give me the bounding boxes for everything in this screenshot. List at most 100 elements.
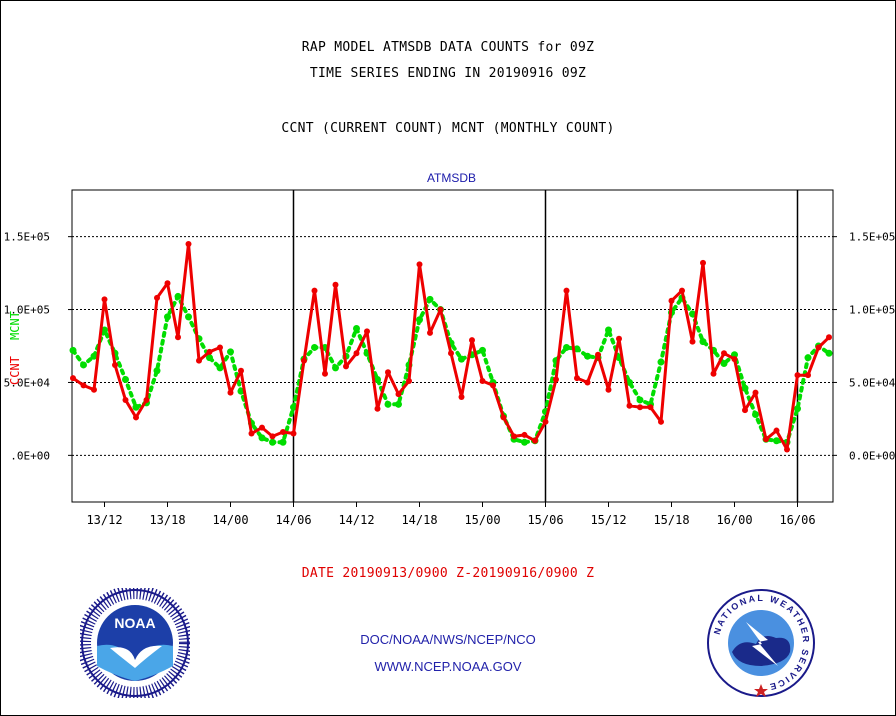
data-point-ccnt [406,377,412,384]
x-tick-label: 14/18 [401,513,437,527]
x-tick-label: 16/06 [779,513,815,527]
data-point-ccnt [143,396,150,403]
x-tick-label: 13/12 [86,513,122,527]
data-point-mcnt [699,338,707,346]
data-point-mcnt [521,438,528,446]
data-point-ccnt [679,287,685,294]
data-point-mcnt [384,400,392,408]
data-point-mcnt [563,343,570,351]
data-point-mcnt [132,403,140,411]
data-point-mcnt [258,434,266,442]
data-point-mcnt [426,295,434,303]
data-point-ccnt [616,335,622,342]
y-axis-label-ccnt: CCNT [8,356,22,385]
x-tick-label: 16/00 [716,513,752,527]
data-point-ccnt [217,344,223,351]
data-point-ccnt [448,350,454,357]
data-point-ccnt [689,338,696,345]
data-point-ccnt [164,280,171,287]
data-point-ccnt [322,370,328,377]
data-point-ccnt [647,404,654,411]
data-point-ccnt [70,375,76,382]
data-point-ccnt [710,370,717,377]
data-point-ccnt [154,294,160,301]
y-tick-label-right: 1.5E+05 [849,231,895,244]
data-point-mcnt [741,384,749,392]
data-point-ccnt [605,386,612,393]
data-point-mcnt [773,437,780,445]
data-point-mcnt [374,376,381,384]
data-point-ccnt [259,424,265,431]
data-point-mcnt [279,438,287,446]
data-point-ccnt [490,382,496,389]
data-point-ccnt [112,361,118,368]
x-tick-label: 15/06 [527,513,563,527]
data-point-ccnt [742,407,748,414]
x-tick-label: 13/18 [149,513,185,527]
data-point-mcnt [636,396,644,404]
data-point-mcnt [174,292,182,300]
data-point-ccnt [700,259,706,266]
data-point-mcnt [573,345,581,353]
data-point-ccnt [553,376,559,383]
data-point-mcnt [332,364,339,372]
y-tick-label-right: 0.0E+00 [849,449,895,462]
website-link[interactable]: WWW.NCEP.NOAA.GOV [374,659,522,674]
data-point-mcnt [311,343,318,351]
data-point-mcnt [90,352,98,360]
data-point-ccnt [395,391,402,398]
y-tick-label-left: 1.5E+05 [4,231,50,244]
data-point-ccnt [343,363,349,370]
noaa-logo: NOAA [80,588,190,698]
data-point-mcnt [605,326,612,334]
data-point-ccnt [133,414,139,421]
data-point-mcnt [185,313,192,321]
data-point-ccnt [427,329,433,336]
data-point-ccnt [752,389,759,396]
data-point-ccnt [721,350,727,357]
data-point-ccnt [574,375,580,382]
data-point-mcnt [206,354,213,362]
data-point-mcnt [416,316,423,324]
data-point-ccnt [469,337,475,344]
y-tick-label-left: 1.0E+05 [4,304,50,317]
data-point-ccnt [763,436,769,443]
y-tick-label-left: .0E+00 [10,449,50,462]
data-point-ccnt [794,372,801,379]
x-tick-label: 15/12 [590,513,626,527]
data-point-mcnt [458,355,465,363]
y-tick-label-right: 1.0E+05 [849,304,895,317]
data-point-mcnt [216,364,224,372]
data-point-ccnt [385,369,391,376]
data-point-ccnt [175,334,181,341]
data-point-ccnt [416,261,423,268]
data-point-ccnt [805,372,811,379]
data-point-ccnt [542,418,549,425]
data-point-ccnt [815,344,822,351]
data-point-mcnt [153,367,161,375]
data-point-mcnt [353,325,360,333]
y-axis-label-mcnt: MCNT [8,311,22,340]
chart-title-line-1: RAP MODEL ATMSDB DATA COUNTS for 09Z [301,40,595,55]
data-point-mcnt [164,313,171,321]
data-point-ccnt [374,405,381,412]
data-point-ccnt [773,427,780,434]
data-point-ccnt [826,334,832,341]
x-tick-label: 14/12 [338,513,374,527]
data-point-mcnt [657,358,665,366]
data-point-mcnt [479,346,486,354]
data-point-mcnt [689,310,696,318]
x-tick-label: 14/00 [212,513,248,527]
chart-title-line-3: CCNT (CURRENT COUNT) MCNT (MONTHLY COUNT… [281,121,615,136]
plot-area [71,189,834,503]
data-point-mcnt [227,348,234,356]
data-point-mcnt [69,346,77,354]
data-point-ccnt [658,418,664,425]
date-range-label: DATE 20190913/0900 Z-20190916/0900 Z [301,566,595,581]
data-point-mcnt [626,378,633,386]
data-point-mcnt [122,376,129,384]
data-point-ccnt [626,402,633,409]
chart-title-line-2: TIME SERIES ENDING IN 20190916 09Z [309,66,587,81]
data-point-mcnt [101,326,108,334]
